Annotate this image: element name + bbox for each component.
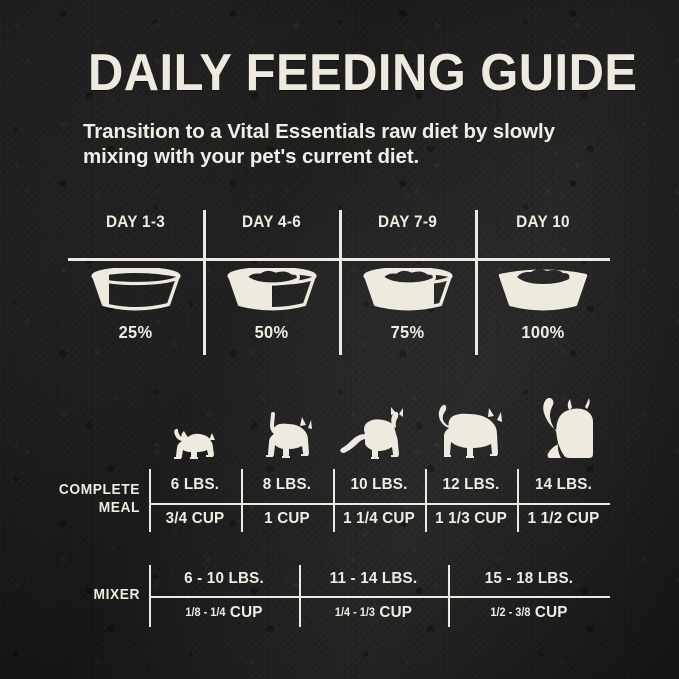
transition-divider-3 [475, 210, 478, 355]
cat-silhouette-xl-icon [517, 396, 610, 462]
transition-percent-label: 50% [254, 322, 289, 342]
transition-percent-label: 25% [118, 322, 153, 342]
day-range-label: DAY 1-3 [105, 213, 166, 231]
cat-silhouette-lg-icon [425, 400, 517, 462]
transition-divider-1 [203, 210, 206, 355]
transition-percent-label: 100% [521, 322, 565, 342]
dog-bowl-100-icon [476, 268, 610, 316]
transition-schedule: DAY 1-3 2 [68, 210, 610, 355]
transition-column-day-1-3: DAY 1-3 2 [68, 210, 203, 355]
complete-meal-weight-cell: 6 LBS. [170, 476, 220, 493]
transition-percent-label: 75% [390, 322, 425, 342]
mixer-vrule-1 [299, 565, 301, 627]
mixer-amount-cell: 1/2 - 3/8 CUP [452, 604, 606, 622]
mixer-hrule [149, 596, 610, 598]
page-title: DAILY FEEDING GUIDE [88, 44, 638, 102]
day-range-label: DAY 4-6 [241, 213, 302, 231]
complete-meal-weight-cell: 14 LBS. [534, 476, 593, 493]
complete-meal-vrule-1 [241, 469, 243, 532]
complete-meal-vrule-4 [517, 469, 519, 532]
complete-meal-amount-cell: 3/4 CUP [165, 510, 225, 527]
mixer-amount-unit: CUP [534, 604, 568, 621]
dog-bowl-50-icon [204, 268, 339, 316]
complete-meal-vrule-3 [425, 469, 427, 532]
complete-meal-row-label: COMPLETE MEAL [58, 482, 140, 516]
complete-meal-vrule-0 [149, 469, 151, 532]
mixer-row-label: MIXER [93, 587, 140, 603]
cat-silhouette-md-icon [333, 406, 425, 462]
cat-silhouette-xs-icon [149, 428, 241, 462]
mixer-amount-fraction: 1/8 - 1/4 [185, 607, 226, 619]
complete-meal-weight-cell: 12 LBS. [442, 476, 500, 493]
transition-column-day-10: DAY 10 100% [476, 210, 610, 355]
dog-bowl-25-icon [68, 268, 203, 316]
mixer-amount-unit: CUP [229, 604, 263, 621]
mixer-amount-fraction: 1/4 - 1/3 [334, 607, 375, 619]
page-subtitle: Transition to a Vital Essentials raw die… [83, 120, 555, 168]
complete-meal-vrule-2 [333, 469, 335, 532]
dog-bowl-75-icon [340, 268, 475, 316]
mixer-amount-cell: 1/4 - 1/3 CUP [303, 604, 445, 622]
mixer-weight-cell: 11 - 14 LBS. [329, 570, 418, 587]
transition-column-day-4-6: DAY 4-6 [204, 210, 339, 355]
complete-meal-hrule [149, 503, 610, 505]
complete-meal-amount-cell: 1 1/3 CUP [435, 510, 507, 527]
complete-meal-amount-cell: 1 CUP [264, 510, 310, 527]
mixer-vrule-2 [448, 565, 450, 627]
complete-meal-amount-cell: 1 1/4 CUP [343, 510, 415, 527]
complete-meal-weight-cell: 8 LBS. [262, 476, 312, 493]
mixer-vrule-0 [149, 565, 151, 627]
day-range-label: DAY 7-9 [377, 213, 438, 231]
transition-divider-2 [339, 210, 342, 355]
transition-column-day-7-9: DAY 7-9 [340, 210, 475, 355]
mixer-amount-unit: CUP [379, 604, 413, 621]
mixer-weight-cell: 6 - 10 LBS. [184, 570, 264, 587]
complete-meal-weight-cell: 10 LBS. [350, 476, 408, 493]
cat-size-illustrations [149, 396, 610, 462]
complete-meal-amount-cell: 1 1/2 CUP [527, 510, 600, 527]
mixer-weight-cell: 15 - 18 LBS. [484, 570, 574, 587]
cat-silhouette-sm-icon [241, 412, 333, 462]
mixer-amount-fraction: 1/2 - 3/8 [490, 607, 531, 619]
day-range-label: DAY 10 [516, 213, 570, 231]
mixer-amount-cell: 1/8 - 1/4 CUP [153, 604, 296, 622]
